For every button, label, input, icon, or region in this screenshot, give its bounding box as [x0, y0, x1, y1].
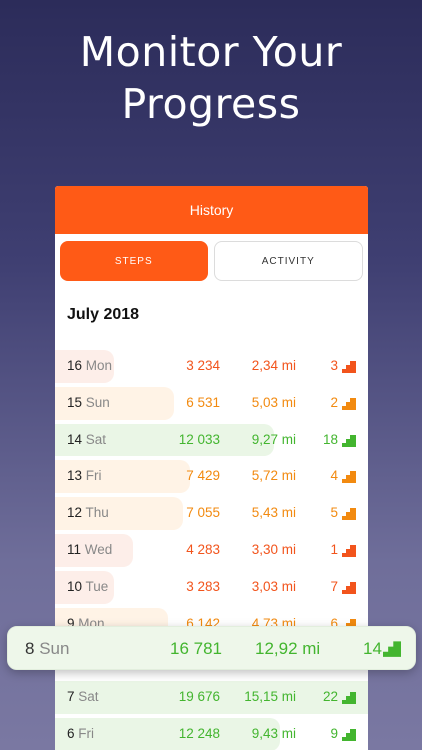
app-bar: History	[55, 186, 368, 234]
row-steps: 3 234	[186, 358, 220, 373]
row-distance: 5,43 mi	[251, 505, 296, 521]
headline-line-2: Progress	[121, 80, 301, 128]
stairs-icon	[342, 361, 356, 373]
stairs-icon	[342, 508, 356, 521]
history-row[interactable]: 12 Thu 7 055 5,43 mi 5	[55, 495, 368, 532]
row-date: 16 Mon	[67, 358, 113, 373]
month-title: July 2018	[67, 306, 140, 323]
steps-fill-bar	[55, 423, 274, 457]
steps-fill-bar	[55, 533, 133, 567]
row-rank: 4	[330, 468, 338, 484]
headline-line-1: Monitor Your	[79, 28, 343, 76]
steps-fill-bar	[55, 497, 183, 530]
history-row[interactable]: 14 Sat 12 033 9,27 mi 18	[55, 422, 368, 459]
steps-fill-bar	[55, 386, 174, 420]
stairs-icon	[383, 641, 401, 657]
row-steps: 6 531	[186, 394, 220, 410]
row-steps: 7 429	[186, 468, 220, 484]
row-rank: 18	[322, 431, 338, 447]
row-distance: 5,03 mi	[251, 394, 296, 410]
row-date: 14 Sat	[67, 431, 107, 447]
stairs-icon	[342, 692, 356, 705]
history-row[interactable]: 16 Mon 3 234 2,34 mi 3	[55, 348, 368, 385]
row-date: 13 Fri	[67, 468, 102, 484]
row-date: 12 Thu	[67, 505, 109, 521]
tab-activity[interactable]: ACTIVITY	[213, 241, 363, 281]
highlight-rank: 14	[363, 639, 382, 658]
stairs-icon	[342, 397, 356, 410]
history-row[interactable]: 6 Fri 12 248 9,43 mi 9	[55, 716, 368, 750]
row-rank: 1	[330, 541, 338, 557]
row-date: 11 Wed	[67, 541, 113, 557]
steps-fill-bar	[55, 350, 114, 383]
stairs-icon	[342, 544, 356, 557]
highlight-steps: 16 781	[170, 639, 222, 658]
tab-bar: STEPS ACTIVITY	[60, 241, 363, 281]
row-rank: 2	[330, 394, 338, 410]
history-row[interactable]: 15 Sun 6 531 5,03 mi 2	[55, 385, 368, 422]
row-steps: 7 055	[186, 505, 220, 521]
row-date: 10 Tue	[67, 578, 109, 594]
highlighted-day-row[interactable]: 8 Sun 16 781 12,92 mi 14	[7, 626, 416, 670]
row-rank: 9	[330, 725, 338, 741]
history-row[interactable]: 10 Tue 3 283 3,03 mi 7	[55, 569, 368, 606]
row-distance: 2,34 mi	[251, 358, 296, 373]
row-rank: 7	[330, 578, 338, 594]
highlight-date: 8 Sun	[25, 639, 70, 658]
row-steps: 12 248	[178, 725, 220, 741]
row-steps: 3 283	[186, 578, 220, 594]
row-distance: 3,03 mi	[251, 578, 296, 594]
history-row[interactable]: 7 Sat 19 676 15,15 mi 22	[55, 679, 368, 716]
history-row[interactable]: 11 Wed 4 283 3,30 mi 1	[55, 532, 368, 569]
stairs-icon	[342, 581, 356, 594]
row-steps: 12 033	[178, 431, 220, 447]
steps-fill-bar	[55, 460, 190, 494]
app-bar-title: History	[189, 202, 234, 218]
steps-fill-bar	[55, 570, 114, 604]
row-rank: 6	[330, 615, 338, 631]
row-steps: 19 676	[178, 689, 220, 705]
row-distance: 9,27 mi	[251, 431, 296, 447]
tab-steps[interactable]: STEPS	[60, 241, 208, 281]
row-steps: 4 283	[186, 541, 220, 557]
row-distance: 5,72 mi	[251, 468, 296, 484]
steps-fill-bar	[55, 717, 280, 750]
row-rank: 22	[322, 689, 338, 705]
row-distance: 9,43 mi	[251, 725, 296, 741]
row-rank: 3	[330, 358, 338, 373]
history-row[interactable]: 13 Fri 7 429 5,72 mi 4	[55, 458, 368, 495]
highlight-distance: 12,92 mi	[255, 639, 321, 658]
row-rank: 5	[330, 505, 338, 521]
row-date: 7 Sat	[67, 689, 99, 705]
row-date: 15 Sun	[67, 394, 110, 410]
row-distance: 3,30 mi	[251, 541, 296, 557]
row-date: 6 Fri	[67, 725, 95, 741]
row-distance: 15,15 mi	[244, 689, 296, 705]
stairs-icon	[342, 471, 356, 484]
history-list: 16 Mon 3 234 2,34 mi 3 15 Sun 6 531 5,03 mi 2 14…	[55, 348, 368, 750]
steps-fill-bar	[55, 681, 368, 714]
stairs-icon	[342, 434, 356, 447]
stairs-icon	[342, 728, 356, 741]
headline: Monitor Your Progress	[0, 26, 422, 130]
